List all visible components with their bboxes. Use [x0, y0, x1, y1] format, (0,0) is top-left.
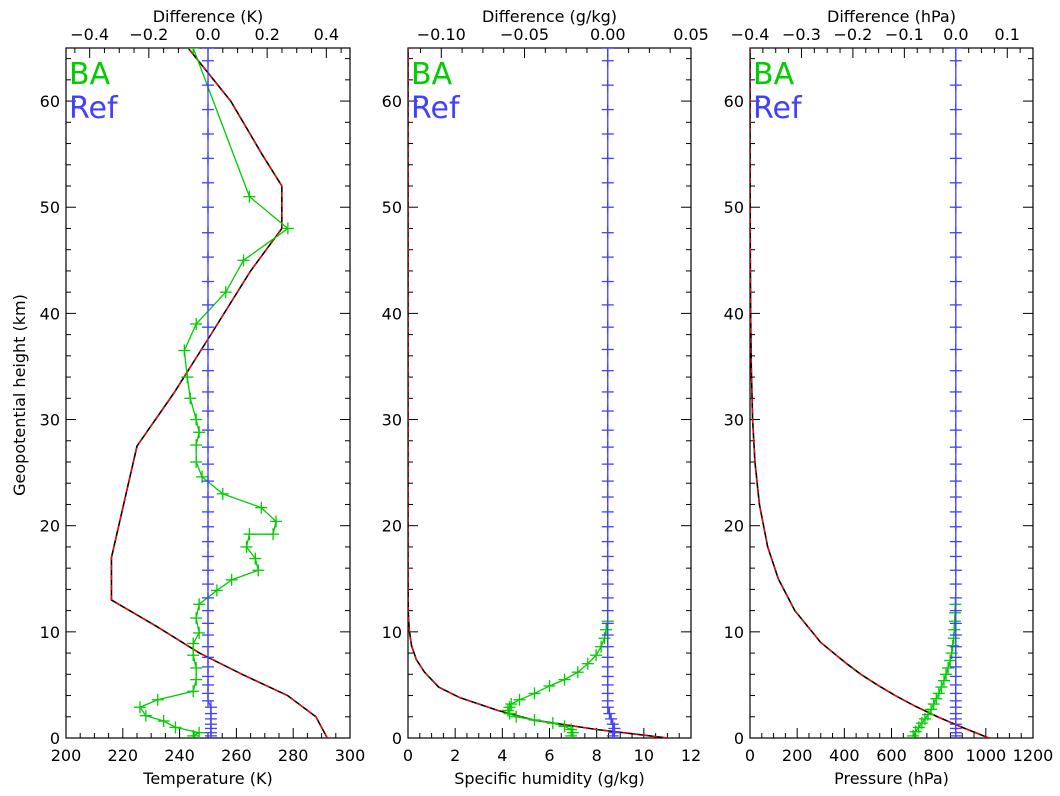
- humidity-y-tick-label: 20: [382, 517, 402, 536]
- humidity-top-axis-title: Difference (g/kg): [482, 7, 617, 26]
- pressure-data: [750, 48, 990, 738]
- pressure-bottom-tick-label: 0: [745, 746, 755, 765]
- temperature-y-tick-label: 0: [50, 729, 60, 748]
- humidity-y-tick-label: 40: [382, 304, 402, 323]
- temperature-bottom-tick-label: 260: [221, 746, 252, 765]
- humidity-bottom-tick-label: 12: [681, 746, 701, 765]
- temperature-top-axis-title: Difference (K): [153, 7, 264, 26]
- humidity-y-tick-label: 10: [382, 623, 402, 642]
- humidity-ba-line: [507, 621, 609, 737]
- temperature-bottom-tick-label: 300: [335, 746, 366, 765]
- humidity-panel: 0 2 4 6 8 10 12 Specific humidity (g/kg) −0.10 −0…: [382, 7, 709, 788]
- temperature-top-tick-label: 0.0: [195, 25, 220, 44]
- humidity-profile-line: [408, 48, 668, 738]
- humidity-bottom-tick-label: 2: [450, 746, 460, 765]
- pressure-y-tick-label: 10: [724, 623, 744, 642]
- pressure-legend-ba: BA: [753, 57, 795, 92]
- pressure-top-axis-title: Difference (hPa): [827, 7, 956, 26]
- temperature-y-tick-label: 20: [40, 517, 60, 536]
- pressure-x-axis-title: Pressure (hPa): [834, 769, 949, 788]
- humidity-bottom-tick-label: 6: [544, 746, 554, 765]
- humidity-bottom-tick-label: 0: [403, 746, 413, 765]
- temperature-top-tick-label: 0.2: [254, 25, 279, 44]
- pressure-bottom-tick-label: 600: [876, 746, 907, 765]
- humidity-profile-dash: [408, 48, 668, 738]
- temperature-profile-line: [110, 48, 328, 738]
- temperature-bottom-tick-label: 280: [278, 746, 309, 765]
- humidity-top-tick-label: −0.10: [417, 25, 466, 44]
- humidity-plot-frame: [407, 47, 692, 739]
- temperature-y-tick-label: 40: [40, 304, 60, 323]
- pressure-y-tick-label: 0: [734, 729, 744, 748]
- temperature-bottom-tick-label: 240: [164, 746, 195, 765]
- pressure-top-tick-label: 0.0: [943, 25, 968, 44]
- temperature-top-tick-label: −0.4: [70, 25, 109, 44]
- y-axis-title: Geopotential height (km): [10, 294, 29, 496]
- temperature-y-tick-label: 30: [40, 411, 60, 430]
- temperature-x-axis-title: Temperature (K): [142, 769, 272, 788]
- pressure-top-tick-label: −0.1: [885, 25, 924, 44]
- humidity-y-tick-label: 50: [382, 198, 402, 217]
- pressure-bottom-tick-label: 200: [782, 746, 813, 765]
- temperature-legend-ba: BA: [69, 57, 111, 92]
- pressure-ba-line: [912, 604, 956, 737]
- humidity-bottom-tick-label: 8: [592, 746, 602, 765]
- humidity-x-axis-title: Specific humidity (g/kg): [454, 769, 645, 788]
- pressure-bottom-tick-label: 1000: [965, 746, 1006, 765]
- temperature-y-tick-label: 60: [40, 92, 60, 111]
- pressure-y-tick-label: 50: [724, 198, 744, 217]
- pressure-legend-ref: Ref: [753, 91, 803, 126]
- humidity-y-tick-label: 60: [382, 92, 402, 111]
- pressure-top-tick-label: 0.1: [995, 25, 1020, 44]
- temperature-y-tick-label: 10: [40, 623, 60, 642]
- pressure-bottom-tick-label: 400: [829, 746, 860, 765]
- humidity-y-tick-label: 30: [382, 411, 402, 430]
- pressure-plot-frame: [749, 47, 1034, 739]
- humidity-legend-ba: BA: [411, 57, 453, 92]
- humidity-bottom-tick-label: 10: [634, 746, 654, 765]
- humidity-top-tick-label: 0.00: [590, 25, 626, 44]
- pressure-top-tick-label: −0.2: [833, 25, 872, 44]
- temperature-top-tick-label: −0.2: [129, 25, 168, 44]
- temperature-legend-ref: Ref: [69, 91, 119, 126]
- temperature-data: [110, 48, 328, 738]
- temperature-top-tick-label: 0.4: [314, 25, 339, 44]
- pressure-y-tick-label: 20: [724, 517, 744, 536]
- pressure-y-tick-label: 30: [724, 411, 744, 430]
- pressure-y-tick-label: 60: [724, 92, 744, 111]
- humidity-legend-ref: Ref: [411, 91, 461, 126]
- humidity-top-tick-label: −0.05: [500, 25, 549, 44]
- pressure-profile-dash: [750, 48, 990, 738]
- humidity-bottom-tick-label: 4: [497, 746, 507, 765]
- pressure-bottom-tick-label: 1200: [1013, 746, 1054, 765]
- humidity-y-tick-label: 0: [392, 729, 402, 748]
- temperature-profile-dash: [110, 48, 328, 738]
- temperature-bottom-tick-label: 200: [51, 746, 82, 765]
- temperature-bottom-tick-label: 220: [108, 746, 139, 765]
- pressure-bottom-tick-label: 800: [923, 746, 954, 765]
- temperature-y-tick-label: 50: [40, 198, 60, 217]
- humidity-top-tick-label: 0.05: [673, 25, 709, 44]
- pressure-top-tick-label: −0.4: [731, 25, 770, 44]
- pressure-top-tick-label: −0.3: [782, 25, 821, 44]
- humidity-data: [408, 48, 668, 738]
- pressure-y-tick-label: 40: [724, 304, 744, 323]
